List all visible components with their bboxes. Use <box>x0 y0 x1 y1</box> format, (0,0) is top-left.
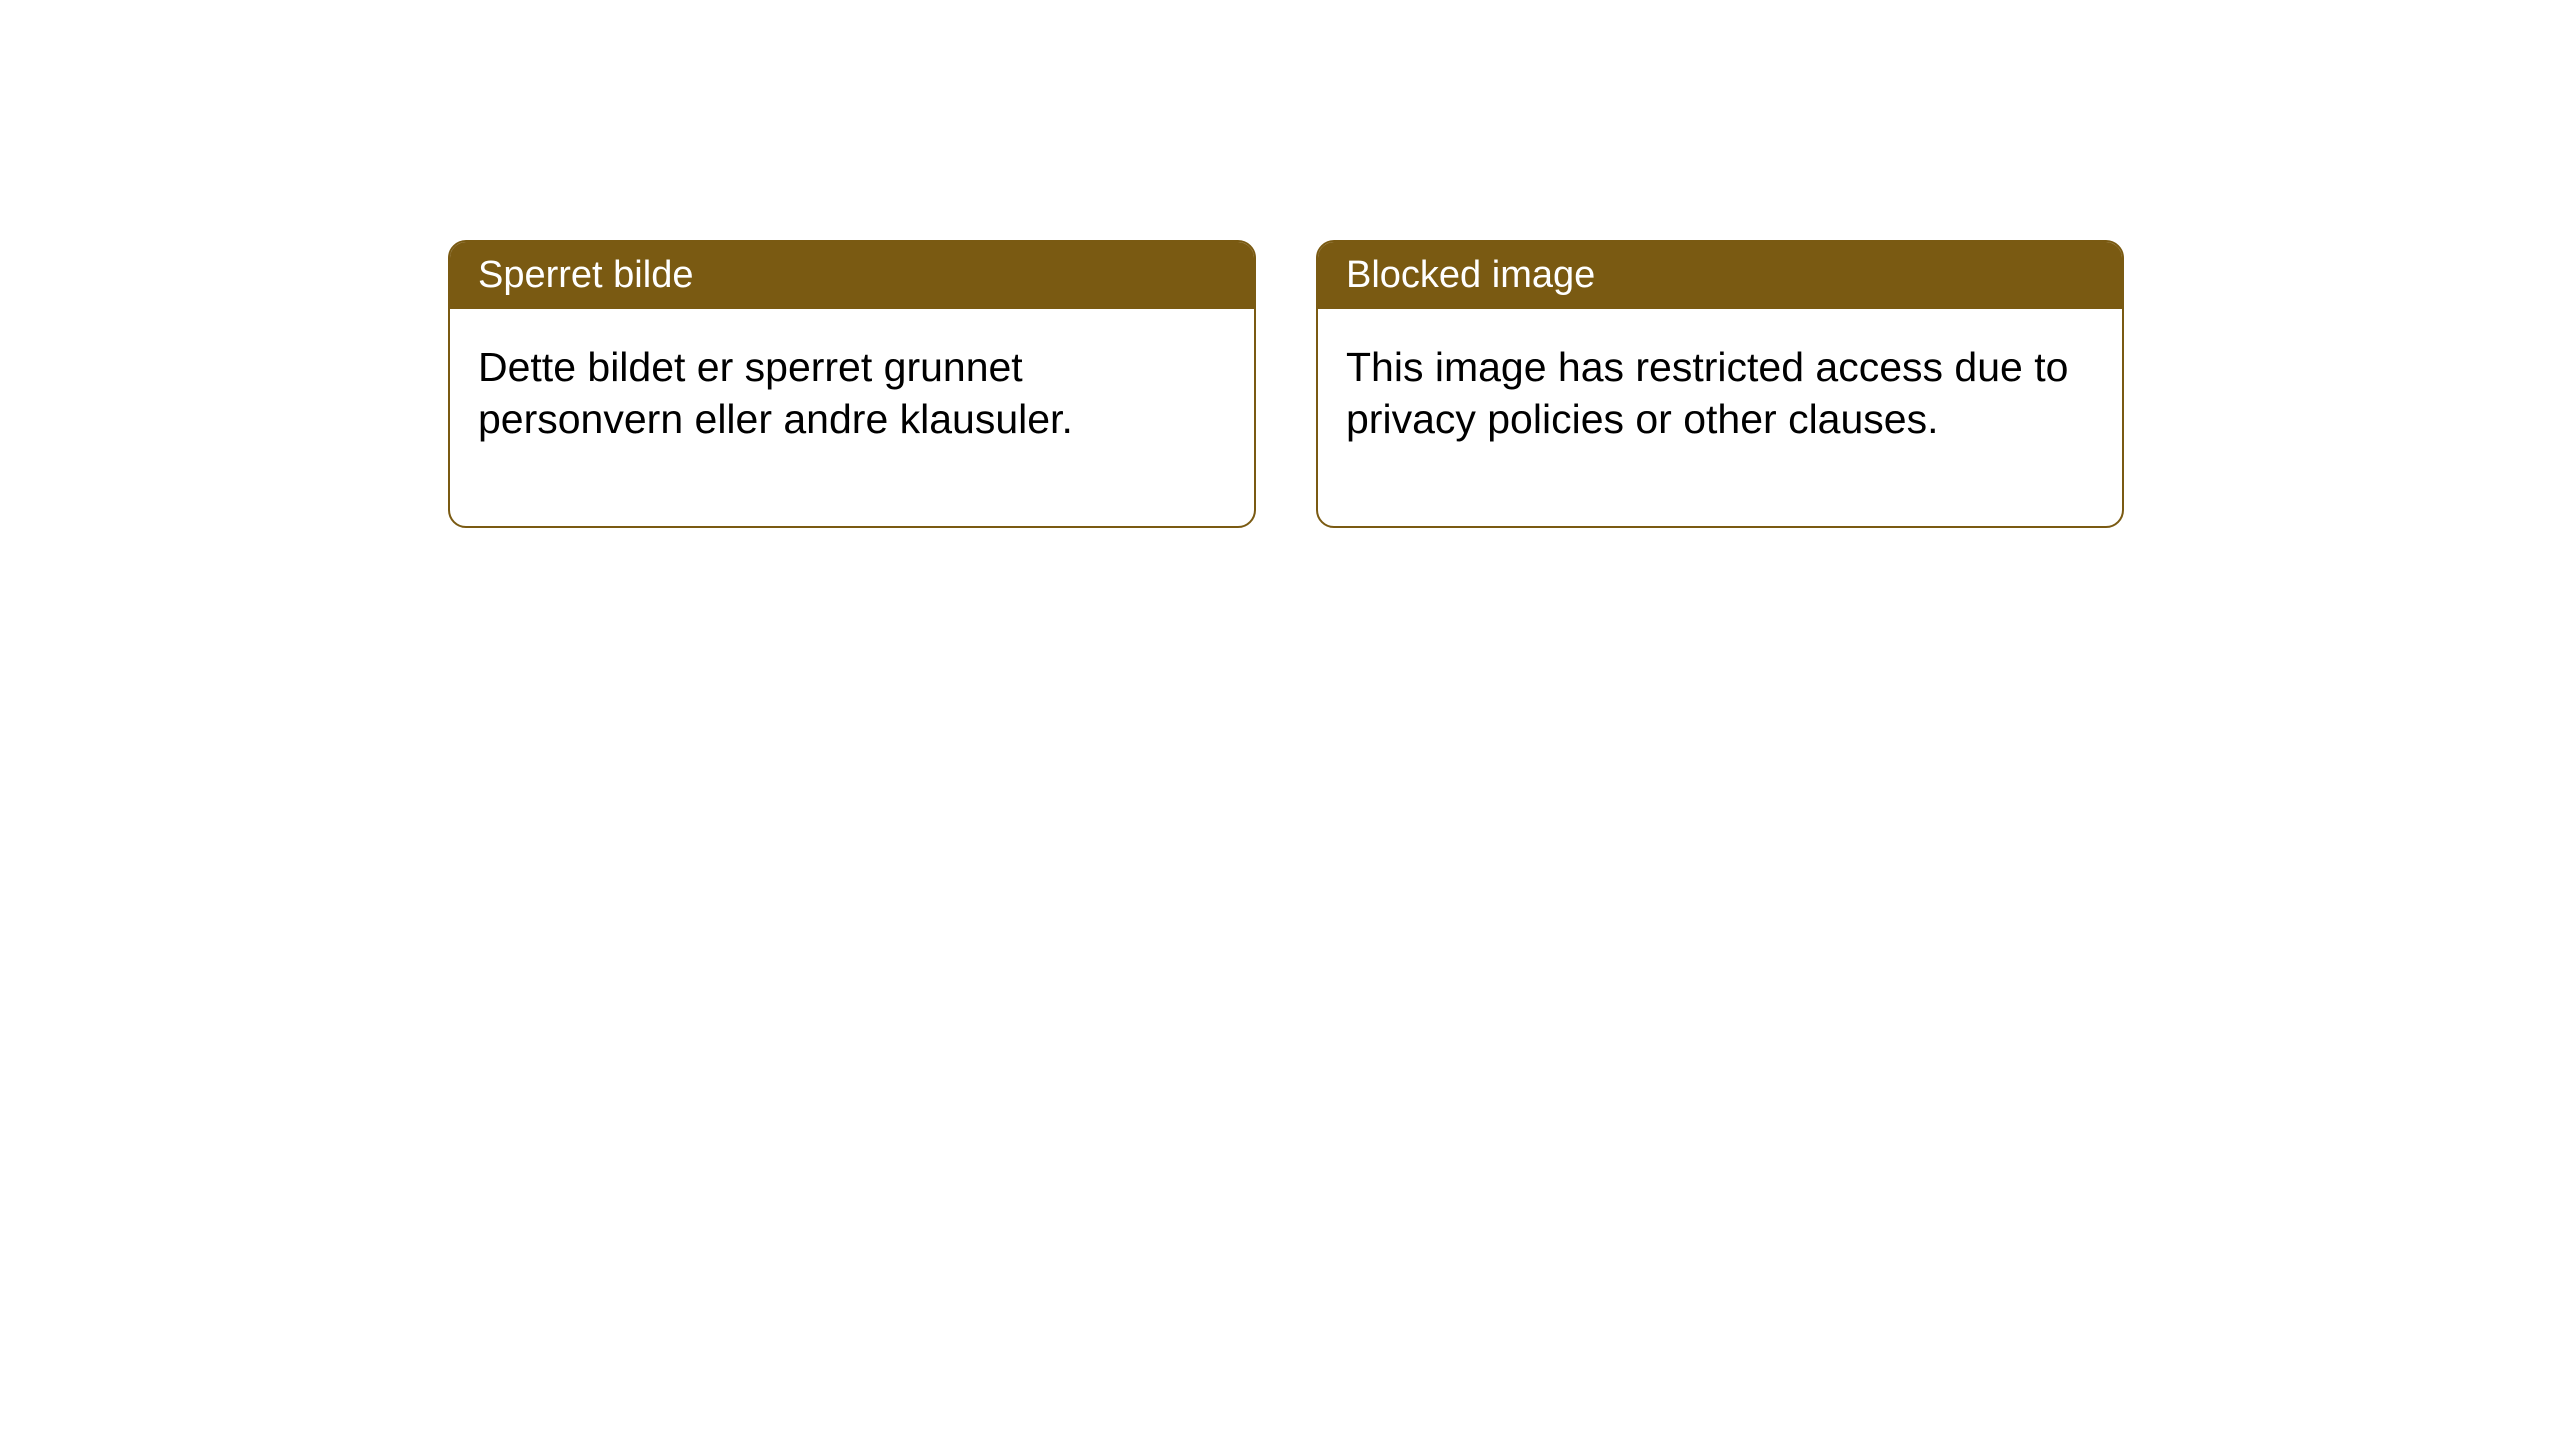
notice-card-container: Sperret bilde Dette bildet er sperret gr… <box>0 0 2560 528</box>
notice-card-norwegian: Sperret bilde Dette bildet er sperret gr… <box>448 240 1256 528</box>
card-title: Blocked image <box>1318 242 2122 309</box>
card-body: This image has restricted access due to … <box>1318 309 2122 526</box>
card-body: Dette bildet er sperret grunnet personve… <box>450 309 1254 526</box>
card-title: Sperret bilde <box>450 242 1254 309</box>
notice-card-english: Blocked image This image has restricted … <box>1316 240 2124 528</box>
